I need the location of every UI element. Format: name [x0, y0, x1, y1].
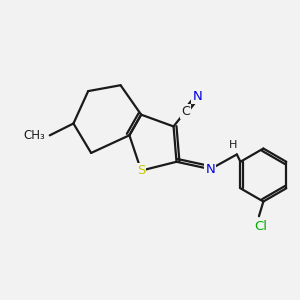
Text: Cl: Cl: [254, 220, 267, 233]
Text: S: S: [137, 164, 146, 177]
Text: H: H: [229, 140, 238, 150]
Text: C: C: [181, 105, 190, 118]
Text: N: N: [193, 90, 202, 103]
Text: N: N: [206, 163, 215, 176]
Text: CH₃: CH₃: [24, 129, 45, 142]
